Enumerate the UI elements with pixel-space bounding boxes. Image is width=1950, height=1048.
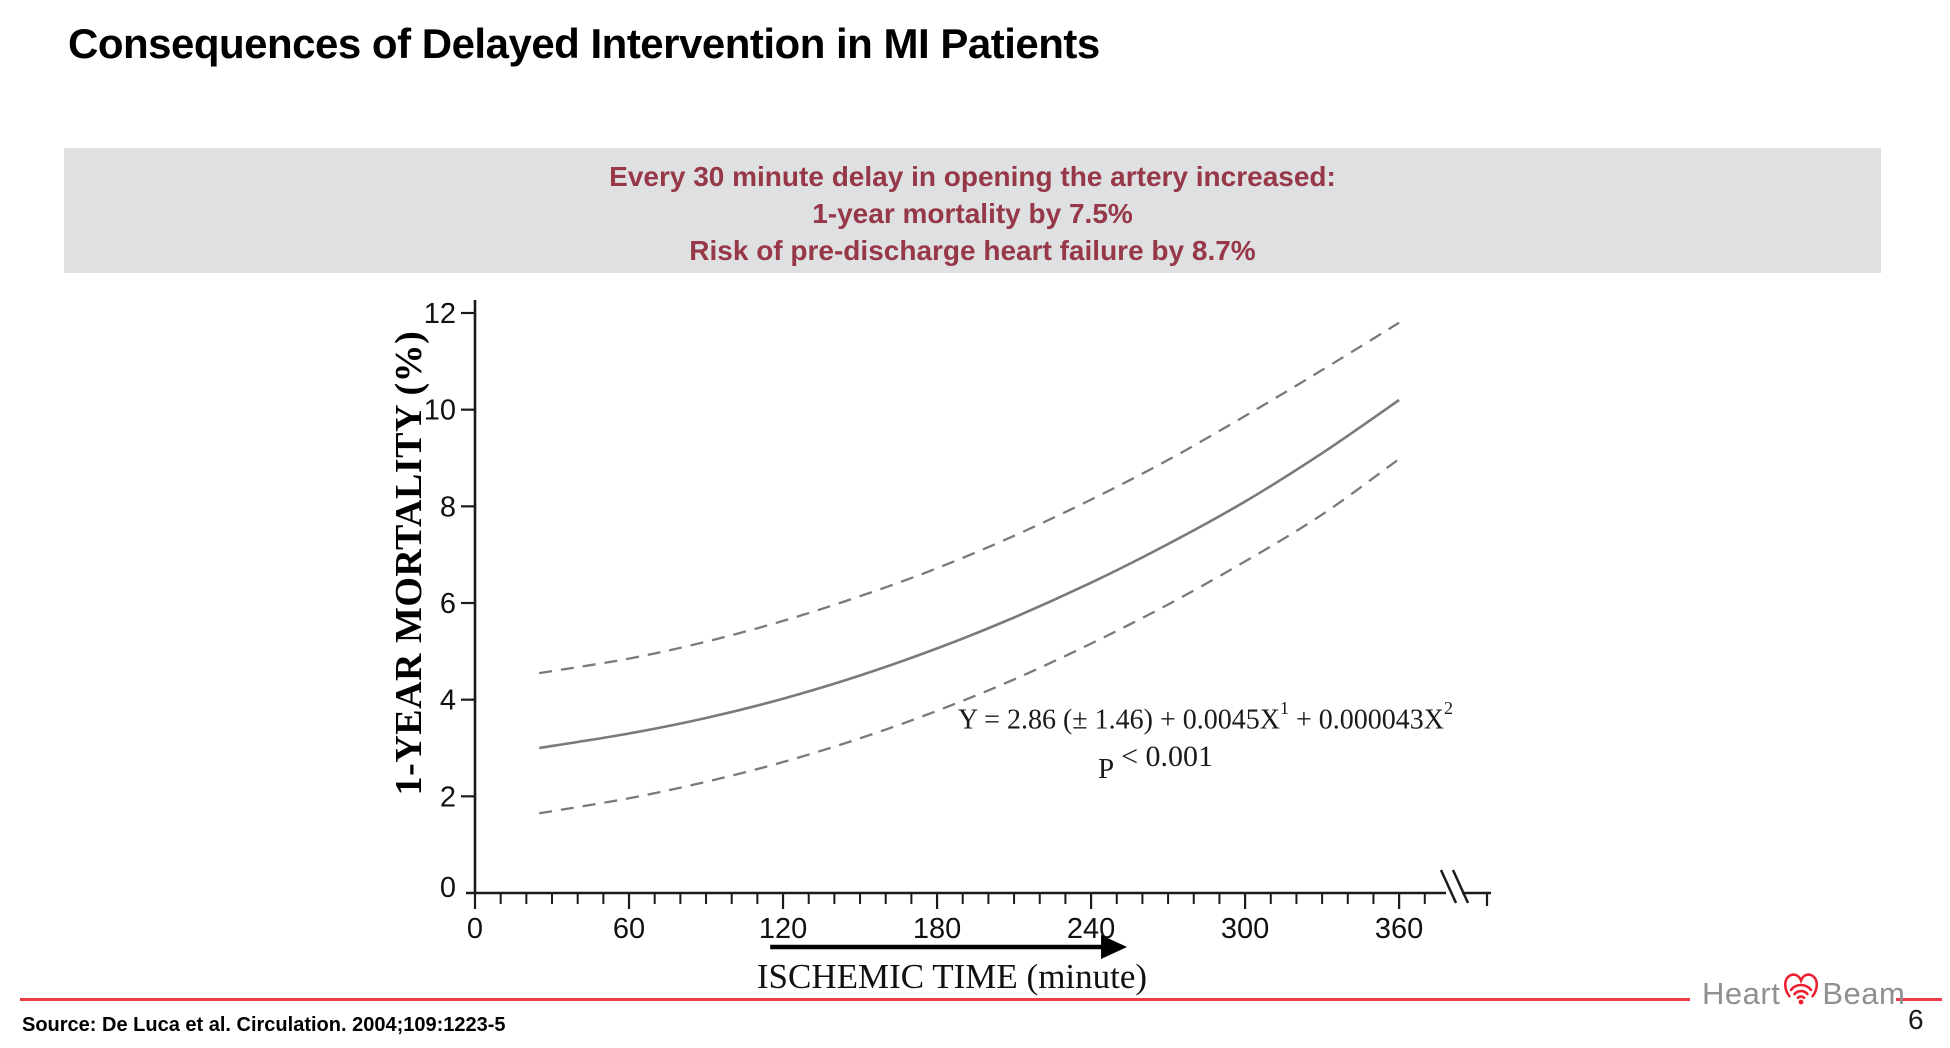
p-value: < 0.001 — [1121, 740, 1214, 773]
banner-line-2: 1-year mortality by 7.5% — [812, 198, 1133, 229]
y-tick-label: 10 — [424, 395, 456, 427]
equation-sup-1: 1 — [1280, 698, 1289, 718]
curve-mean — [538, 398, 1400, 750]
footer-rule-left — [20, 998, 1690, 1001]
x-tick-label: 300 — [1221, 913, 1269, 945]
y-tick-label: 2 — [440, 781, 456, 813]
x-tick-label: 0 — [467, 913, 483, 945]
footer-rule-right — [1896, 998, 1942, 1001]
equation-main-1: Y = 2.86 (± 1.46) + 0.0045X — [958, 704, 1280, 736]
axis-break-slash — [1451, 869, 1470, 904]
equation-sup-2: 2 — [1444, 698, 1454, 718]
y-tick-label: 12 — [424, 298, 456, 330]
y-tick-label: 6 — [440, 588, 456, 620]
x-tick-label: 360 — [1375, 913, 1423, 945]
x-axis-arrow-head — [1101, 935, 1128, 959]
key-message-banner: Every 30 minute delay in opening the art… — [64, 148, 1881, 273]
x-axis-title: ISCHEMIC TIME (minute) — [756, 957, 1148, 996]
regression-equation: Y = 2.86 (± 1.46) + 0.0045X1 + 0.000043X… — [958, 698, 1453, 736]
axis-break-slash — [1439, 869, 1458, 904]
page-number: 6 — [1908, 1004, 1924, 1035]
curve-lower-ci — [539, 458, 1400, 815]
banner-line-1: Every 30 minute delay in opening the art… — [609, 161, 1336, 192]
y-axis-title: 1-YEAR MORTALITY (%) — [388, 330, 430, 796]
equation-main-2: + 0.000043X — [1289, 704, 1445, 736]
logo-beam-text: Beam — [1822, 976, 1906, 1011]
x-tick-label: 120 — [759, 913, 807, 945]
p-value-annotation: P < 0.001 — [1098, 740, 1213, 786]
source-citation: Source: De Luca et al. Circulation. 2004… — [22, 1014, 506, 1036]
y-tick-label: 0 — [440, 872, 456, 904]
logo-heart-text: Heart — [1702, 976, 1781, 1011]
heartbeam-logo: Heart Beam — [1702, 972, 1905, 1016]
y-tick-label: 8 — [440, 491, 456, 523]
y-tick-label: 4 — [440, 685, 456, 717]
heart-wifi-icon — [1784, 973, 1819, 1005]
x-tick-label: 180 — [913, 913, 961, 945]
curve-upper-ci — [539, 321, 1400, 675]
banner-line-3: Risk of pre-discharge heart failure by 8… — [689, 235, 1256, 266]
x-tick-label: 60 — [613, 913, 645, 945]
slide-title: Consequences of Delayed Intervention in … — [68, 20, 1100, 67]
p-label: P — [1098, 753, 1115, 785]
